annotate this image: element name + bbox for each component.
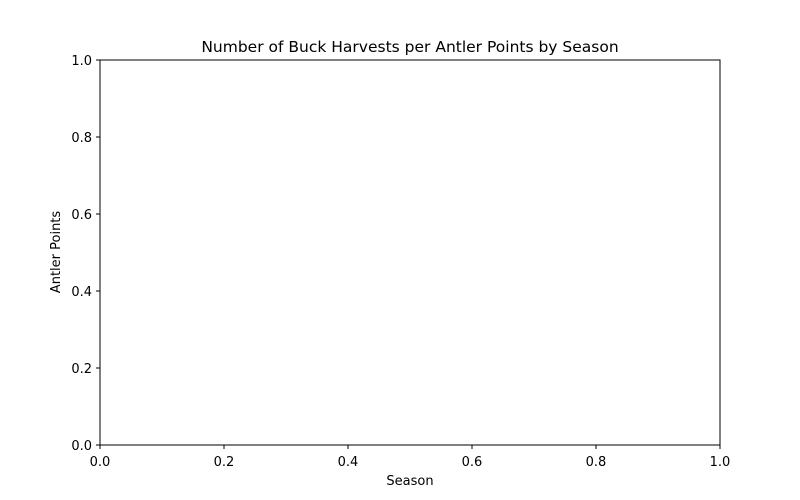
y-tick-label: 0.4 [71, 285, 92, 300]
x-axis: 0.0 0.2 0.4 0.6 0.8 1.0 [90, 445, 731, 470]
y-axis-label: Antler Points [49, 211, 64, 294]
y-tick-label: 0.0 [71, 439, 92, 454]
x-tick-label: 0.8 [586, 455, 607, 470]
y-tick-label: 0.2 [71, 362, 92, 377]
x-tick-label: 1.0 [710, 455, 731, 470]
x-axis-label: Season [386, 474, 433, 489]
y-tick-label: 1.0 [71, 54, 92, 69]
y-tick-label: 0.8 [71, 131, 92, 146]
chart-title: Number of Buck Harvests per Antler Point… [201, 38, 618, 56]
x-tick-label: 0.0 [90, 455, 111, 470]
x-tick-label: 0.2 [214, 455, 235, 470]
y-axis: 0.0 0.2 0.4 0.6 0.8 1.0 [71, 54, 100, 454]
x-tick-label: 0.6 [462, 455, 483, 470]
plot-area [99, 59, 721, 446]
y-tick-label: 0.6 [71, 208, 92, 223]
x-tick-label: 0.4 [338, 455, 359, 470]
